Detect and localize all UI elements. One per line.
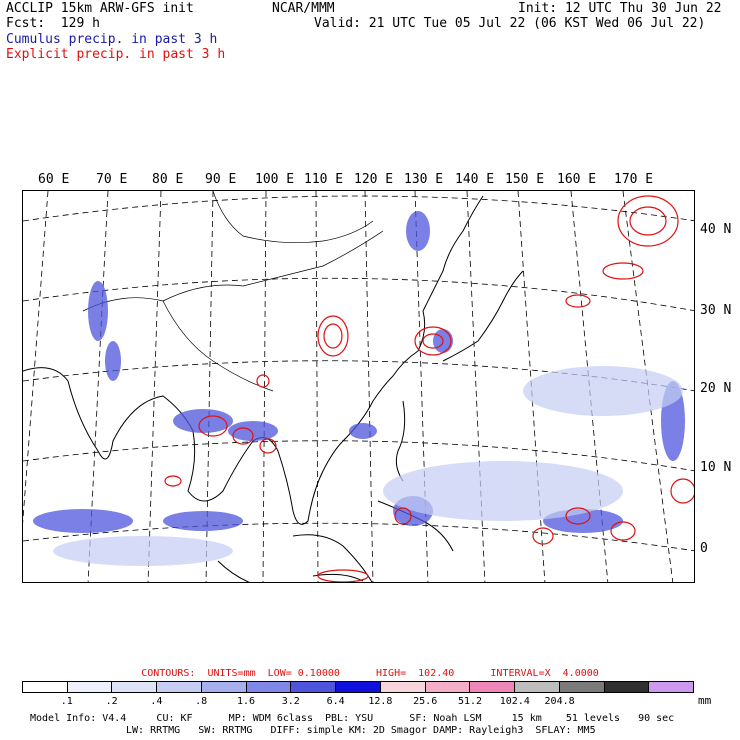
colorbar-tick-label: .4 (150, 696, 163, 707)
colorbar-segment (380, 682, 426, 692)
colorbar-tick-label: .2 (105, 696, 118, 707)
lon-label: 70 E (96, 172, 128, 187)
colorbar-unit: mm (698, 694, 712, 707)
colorbar-segment (425, 682, 471, 692)
lon-label: 130 E (404, 172, 444, 187)
valid-time: Valid: 21 UTC Tue 05 Jul 22 (06 KST Wed … (314, 16, 706, 31)
model-title: ACCLIP 15km ARW-GFS init (6, 1, 194, 16)
colorbar-segment (559, 682, 605, 692)
colorbar-tick-label: 12.8 (368, 696, 393, 707)
colorbar-segment (515, 682, 560, 692)
colorbar-tick-label: 102.4 (499, 696, 530, 707)
center-label: NCAR/MMM (272, 1, 335, 16)
colorbar-segment (246, 682, 292, 692)
precip-map (22, 190, 695, 583)
light-precip (53, 366, 683, 566)
colorbar-segment (201, 682, 247, 692)
map-canvas (23, 191, 694, 582)
lon-label: 120 E (354, 172, 394, 187)
lon-label: 170 E (614, 172, 654, 187)
colorbar-tick-label: .8 (195, 696, 208, 707)
colorbar-segment (604, 682, 650, 692)
cumulus-legend: Cumulus precip. in past 3 h (6, 32, 218, 47)
colorbar-tick-label: 25.6 (413, 696, 438, 707)
colorbar-segment (67, 682, 113, 692)
lon-label: 80 E (152, 172, 184, 187)
colorbar-tick-label: 6.4 (326, 696, 345, 707)
colorbar-segment (470, 682, 516, 692)
colorbar-segment (157, 682, 202, 692)
lon-label: 90 E (205, 172, 237, 187)
explicit-precip (164, 195, 694, 582)
colorbar-segment (112, 682, 158, 692)
lon-label: 100 E (255, 172, 295, 187)
lon-label: 60 E (38, 172, 70, 187)
physics-info: LW: RRTMG SW: RRTMG DIFF: simple KM: 2D … (126, 725, 596, 736)
contours-info: CONTOURS: UNITS=mm LOW= 0.10000 HIGH= 10… (141, 668, 599, 679)
init-time: Init: 12 UTC Thu 30 Jun 22 (518, 1, 722, 16)
colorbar (22, 681, 694, 693)
lat-label: 20 N (700, 381, 732, 396)
lat-label: 10 N (700, 460, 732, 475)
colorbar-tick-label: .1 (60, 696, 73, 707)
colorbar-tick-label: 204.8 (544, 696, 575, 707)
lon-label: 140 E (455, 172, 495, 187)
colorbar-segment (291, 682, 337, 692)
lon-label: 160 E (557, 172, 597, 187)
colorbar-segment (336, 682, 381, 692)
colorbar-tick-label: 51.2 (457, 696, 483, 707)
model-info: Model Info: V4.4 CU: KF MP: WDM 6class P… (30, 713, 675, 724)
colorbar-tick-label: 3.2 (281, 696, 300, 707)
lat-label: 40 N (700, 222, 732, 237)
forecast-hour: Fcst: 129 h (6, 16, 100, 31)
lon-label: 110 E (304, 172, 344, 187)
lat-label: 0 (700, 541, 708, 556)
explicit-legend: Explicit precip. in past 3 h (6, 47, 226, 62)
graticule (23, 191, 694, 582)
colorbar-segment (23, 682, 68, 692)
borders (82, 191, 384, 392)
lat-label: 30 N (700, 303, 732, 318)
lon-label: 150 E (505, 172, 545, 187)
colorbar-tick-label: 1.6 (236, 696, 256, 707)
colorbar-segment (649, 682, 694, 692)
coastlines (23, 195, 524, 582)
